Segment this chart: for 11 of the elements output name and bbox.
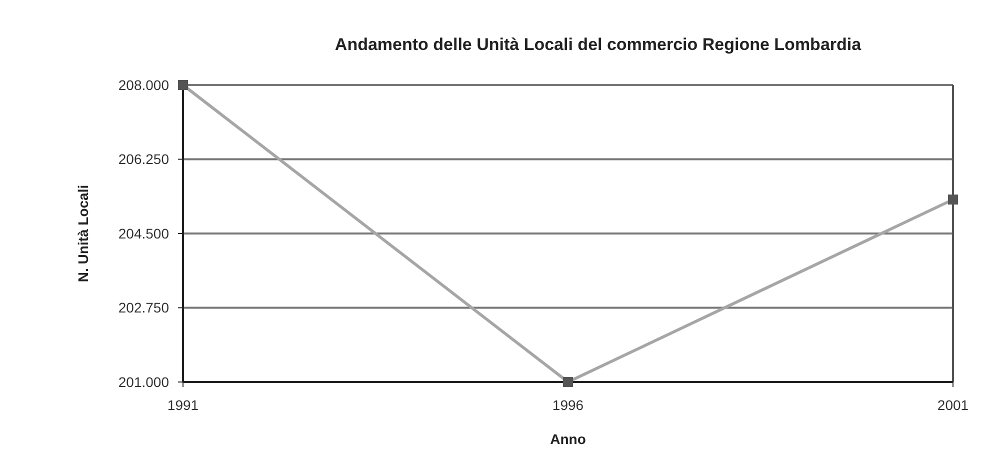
y-axis-title: N. Unità Locali xyxy=(75,184,91,282)
x-tick-label: 1996 xyxy=(552,397,584,413)
y-tick-label: 204.500 xyxy=(118,225,170,242)
x-axis-title: Anno xyxy=(550,431,586,447)
y-tick-label: 202.750 xyxy=(118,300,170,316)
y-tick-label: 206.250 xyxy=(118,151,170,168)
y-tick-label: 201.000 xyxy=(118,374,170,390)
x-tick-label: 1991 xyxy=(167,397,199,413)
x-tick-label: 2001 xyxy=(937,397,969,413)
y-tick-label: 208.000 xyxy=(118,76,170,93)
chart-title: Andamento delle Unità Locali del commercio Regione Lombardia xyxy=(334,35,862,54)
